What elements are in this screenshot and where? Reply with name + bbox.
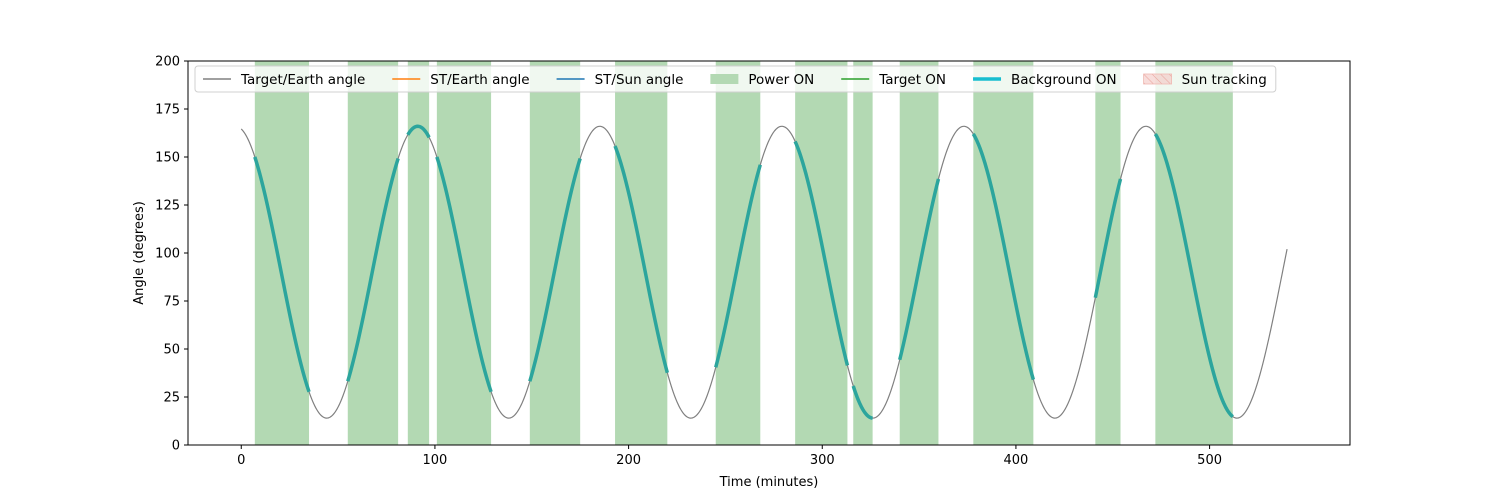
background-on-segment <box>435 156 493 393</box>
legend-label: Background ON <box>1011 72 1117 88</box>
background-on-segment <box>793 140 850 366</box>
power-on-band <box>436 61 492 445</box>
legend-swatch <box>1143 73 1172 85</box>
x-axis: 0 100 200 300 400 500 <box>237 445 1222 468</box>
x-tick-label: 400 <box>1004 453 1029 468</box>
x-tick-label: 0 <box>237 453 245 468</box>
power-on-band <box>899 61 939 445</box>
power-on-band <box>795 61 848 445</box>
power-on-bands <box>254 61 1233 445</box>
y-tick-label: 100 <box>155 247 180 262</box>
legend-label: Sun tracking <box>1182 72 1267 88</box>
y-tick-label: 25 <box>163 391 180 406</box>
y-tick-label: 200 <box>155 55 180 70</box>
legend-label: ST/Sun angle <box>595 72 684 88</box>
power-on-band <box>973 61 1034 445</box>
legend: Target/Earth angle ST/Earth angle ST/Sun a… <box>194 65 1277 93</box>
power-on-band <box>347 61 399 445</box>
x-tick-label: 300 <box>810 453 835 468</box>
legend-swatch <box>710 74 739 84</box>
background-on-segment <box>851 385 874 420</box>
background-on-segment <box>714 164 762 368</box>
legend-label: Target ON <box>878 72 946 88</box>
power-on-band <box>529 61 581 445</box>
power-on-band <box>1095 61 1121 445</box>
y-axis-label: Angle (degrees) <box>132 201 147 305</box>
y-tick-label: 175 <box>155 103 180 118</box>
background-on-segment <box>1153 133 1234 419</box>
y-axis: 0 25 50 75 100 125 150 175 200 <box>155 55 188 454</box>
background-on-segment <box>613 145 670 374</box>
legend-label: ST/Earth angle <box>430 72 529 88</box>
y-tick-label: 50 <box>163 343 180 358</box>
legend-label: Target/Earth angle <box>240 72 365 88</box>
power-on-band <box>853 61 873 445</box>
background-on-segment <box>1093 178 1123 299</box>
y-tick-label: 150 <box>155 151 180 166</box>
background-on-segment <box>253 156 311 393</box>
x-tick-label: 100 <box>423 453 448 468</box>
power-on-band <box>407 61 430 445</box>
background-on-segment <box>971 133 1036 381</box>
power-on-band <box>715 61 761 445</box>
y-tick-label: 75 <box>163 295 180 310</box>
background-on-segment <box>528 157 582 382</box>
background-on-segment <box>406 124 431 139</box>
x-axis-label: Time (minutes) <box>719 475 819 490</box>
legend-label: Power ON <box>748 72 814 88</box>
power-on-band <box>254 61 310 445</box>
power-on-band <box>1155 61 1233 445</box>
background-on-segment <box>346 157 400 382</box>
y-tick-label: 125 <box>155 199 180 214</box>
x-tick-label: 500 <box>1197 453 1222 468</box>
background-on-segment <box>898 178 941 361</box>
angle-lines <box>240 124 1288 420</box>
x-tick-label: 200 <box>616 453 641 468</box>
y-tick-label: 0 <box>172 439 180 454</box>
